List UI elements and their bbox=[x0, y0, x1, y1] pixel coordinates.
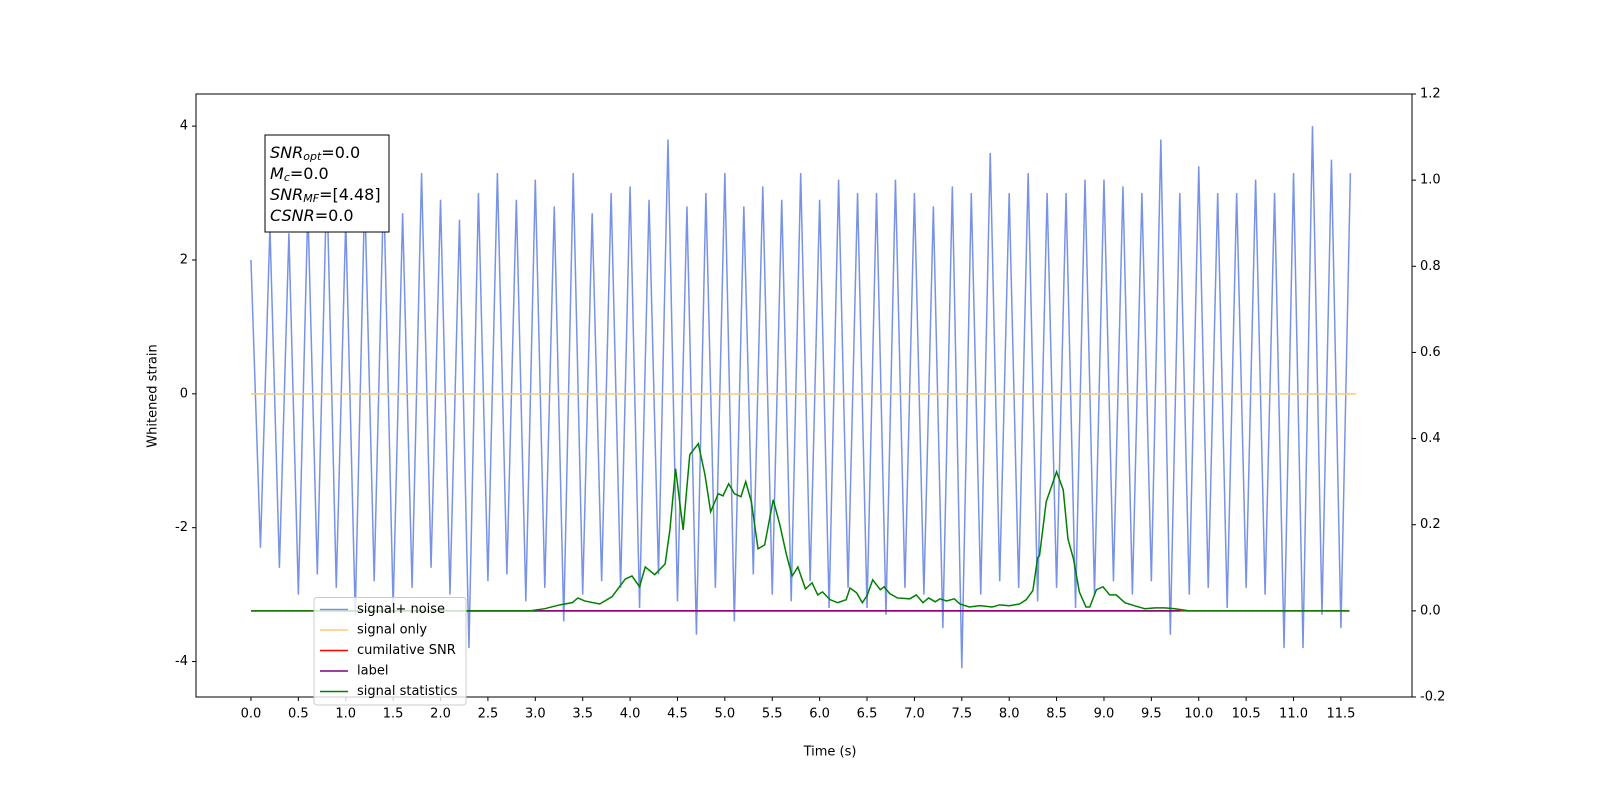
x-tick-label: 5.0 bbox=[715, 707, 736, 722]
annotation-subscript: MF bbox=[303, 192, 319, 205]
y-tick-label: 0 bbox=[180, 386, 188, 401]
x-tick-label: 11.5 bbox=[1326, 707, 1355, 722]
legend-label: signal only bbox=[357, 623, 427, 638]
y2-tick-label: 0.0 bbox=[1420, 603, 1441, 618]
annotation-line: Mc=0.0 bbox=[270, 164, 329, 185]
annotation-line: SNRMF=[4.48] bbox=[270, 185, 381, 206]
legend-label: signal statistics bbox=[357, 684, 458, 699]
y-tick-label: 4 bbox=[180, 119, 188, 134]
y2-tick-label: 0.4 bbox=[1420, 431, 1441, 446]
series-line bbox=[250, 126, 1352, 669]
annotation-symbol: CSNR bbox=[270, 206, 315, 225]
legend-box bbox=[313, 597, 467, 706]
x-tick-label: 4.0 bbox=[620, 707, 641, 722]
y-tick-label: -4 bbox=[175, 654, 188, 669]
axes-frame bbox=[195, 93, 1413, 698]
y2-tick-label: 0.6 bbox=[1420, 345, 1441, 360]
legend-label: signal+ noise bbox=[357, 602, 445, 617]
x-tick-label: 7.5 bbox=[951, 707, 972, 722]
legend-label: label bbox=[357, 664, 388, 679]
x-tick-label: 0.0 bbox=[241, 707, 262, 722]
x-tick-label: 3.0 bbox=[525, 707, 546, 722]
x-tick-label: 1.0 bbox=[335, 707, 356, 722]
x-tick-label: 11.0 bbox=[1279, 707, 1308, 722]
x-tick-label: 2.5 bbox=[478, 707, 499, 722]
x-tick-label: 9.0 bbox=[1094, 707, 1115, 722]
x-tick-label: 8.0 bbox=[999, 707, 1020, 722]
annotation-value: =0.0 bbox=[290, 164, 329, 183]
y-tick-label: 2 bbox=[180, 252, 188, 267]
annotation-value: =0.0 bbox=[315, 206, 354, 225]
y2-tick-label: -0.2 bbox=[1420, 690, 1445, 705]
annotation-line: SNRopt=0.0 bbox=[270, 143, 360, 164]
x-tick-label: 2.0 bbox=[430, 707, 451, 722]
annotation-value: =[4.48] bbox=[319, 185, 381, 204]
x-tick-label: 6.0 bbox=[809, 707, 830, 722]
x-tick-label: 9.5 bbox=[1141, 707, 1162, 722]
x-tick-label: 10.0 bbox=[1184, 707, 1213, 722]
x-tick-label: 8.5 bbox=[1046, 707, 1067, 722]
x-tick-label: 0.5 bbox=[288, 707, 309, 722]
y2-tick-label: 1.2 bbox=[1420, 87, 1441, 102]
annotation-symbol: SNR bbox=[270, 143, 303, 162]
annotation-box bbox=[264, 134, 390, 233]
y-axis-label: Whitened strain bbox=[146, 344, 161, 447]
x-tick-label: 1.5 bbox=[383, 707, 404, 722]
annotation-symbol: SNR bbox=[270, 185, 303, 204]
x-tick-label: 6.5 bbox=[857, 707, 878, 722]
annotation-line: CSNR=0.0 bbox=[270, 206, 354, 225]
x-tick-label: 4.5 bbox=[667, 707, 688, 722]
series-line bbox=[250, 442, 1350, 612]
x-tick-label: 5.5 bbox=[762, 707, 783, 722]
x-tick-label: 10.5 bbox=[1232, 707, 1261, 722]
x-axis-label: Time (s) bbox=[803, 745, 857, 760]
annotation-subscript: c bbox=[284, 171, 290, 184]
y2-tick-label: 0.2 bbox=[1420, 517, 1441, 532]
y2-tick-label: 0.8 bbox=[1420, 259, 1441, 274]
x-tick-label: 3.5 bbox=[572, 707, 593, 722]
annotation-subscript: opt bbox=[303, 150, 322, 163]
annotation-symbol: M bbox=[270, 164, 284, 183]
y-tick-label: -2 bbox=[175, 520, 188, 535]
legend-label: cumilative SNR bbox=[357, 643, 456, 658]
x-tick-label: 7.0 bbox=[904, 707, 925, 722]
annotation-value: =0.0 bbox=[321, 143, 360, 162]
y2-tick-label: 1.0 bbox=[1420, 173, 1441, 188]
